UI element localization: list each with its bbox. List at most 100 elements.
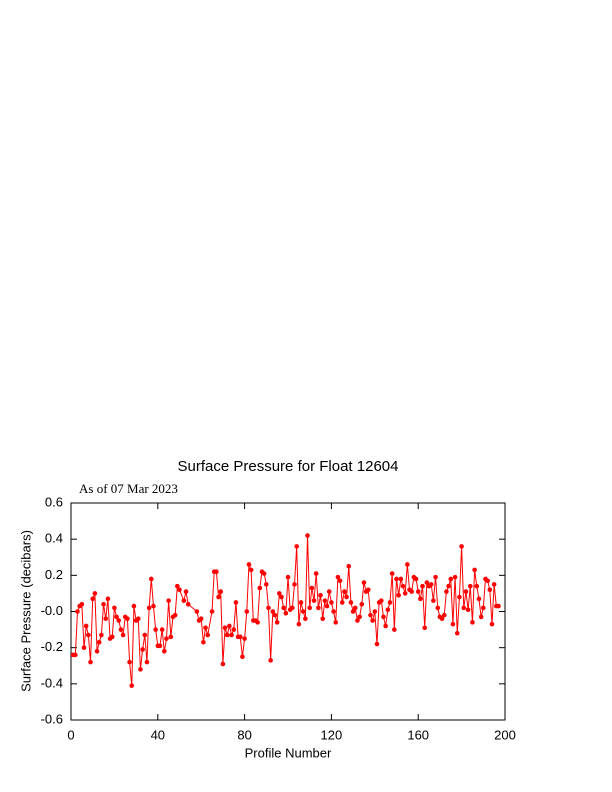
data-point (216, 594, 221, 600)
data-point (313, 571, 319, 576)
data-point (244, 609, 250, 614)
data-point (374, 641, 380, 647)
data-point (242, 636, 247, 641)
data-point (272, 612, 278, 618)
data-point (311, 598, 317, 603)
data-point (268, 658, 273, 663)
data-point (402, 591, 408, 596)
data-point (240, 654, 245, 660)
data-point (227, 623, 232, 629)
y-tick-label: -0.0 (41, 603, 63, 618)
data-point (175, 583, 180, 589)
x-tick-label: 200 (494, 727, 516, 742)
data-point (131, 603, 137, 609)
data-point (233, 600, 239, 605)
data-point (415, 589, 421, 594)
data-point (448, 576, 454, 582)
data-point (300, 609, 306, 614)
data-point (413, 576, 419, 582)
data-point (357, 614, 362, 620)
data-point (346, 563, 352, 569)
data-point (266, 605, 271, 611)
data-point (231, 627, 237, 632)
data-point (474, 583, 480, 589)
data-point (73, 652, 78, 658)
data-point (81, 645, 87, 650)
data-point (422, 625, 428, 631)
data-point (83, 623, 89, 629)
data-point (255, 620, 260, 625)
data-point (129, 683, 135, 688)
y-axis-label: Surface Pressure (decibars) (18, 530, 33, 692)
data-point (283, 611, 289, 616)
data-point (335, 574, 341, 580)
data-point (387, 600, 393, 605)
data-point (214, 569, 219, 575)
data-point (281, 605, 286, 611)
data-point (99, 632, 104, 638)
data-point (441, 612, 447, 618)
data-point (90, 596, 95, 602)
data-point (220, 661, 226, 667)
x-tick-label: 0 (67, 727, 74, 742)
data-point (201, 639, 206, 645)
data-point (324, 603, 330, 609)
data-point (296, 621, 302, 627)
data-point (237, 634, 243, 640)
data-point (381, 614, 386, 620)
data-point (365, 587, 371, 593)
data-point (168, 634, 174, 640)
data-point (446, 583, 451, 589)
y-tick-label: -0.2 (41, 639, 63, 654)
chart-title: Surface Pressure for Float 12604 (178, 458, 399, 475)
data-point (368, 612, 373, 618)
data-point (153, 627, 158, 632)
data-point (457, 594, 462, 600)
data-point (459, 544, 464, 549)
data-point (481, 605, 486, 611)
data-point (224, 632, 230, 638)
data-point (146, 605, 152, 611)
data-point (92, 591, 98, 596)
y-tick-label: 0.2 (45, 567, 63, 582)
data-point (86, 632, 91, 638)
data-point (350, 609, 356, 614)
data-point (465, 607, 471, 612)
data-point (205, 632, 211, 638)
data-point (320, 616, 326, 622)
data-point (470, 620, 475, 625)
y-tick-label: 0.6 (45, 494, 63, 509)
data-point (285, 574, 291, 580)
plot-frame (70, 502, 506, 721)
data-point (118, 627, 124, 632)
data-point (305, 533, 310, 538)
data-point (342, 589, 347, 594)
data-point (274, 620, 280, 625)
data-point (318, 592, 323, 598)
data-point (94, 648, 100, 654)
data-point (326, 589, 332, 594)
data-point (75, 609, 80, 614)
data-point (428, 582, 434, 587)
data-point (420, 583, 425, 589)
data-point (337, 578, 343, 584)
data-point (431, 598, 436, 603)
data-point (127, 659, 132, 665)
data-point (292, 582, 297, 587)
data-point (333, 620, 339, 625)
x-tick-label: 80 (237, 727, 251, 742)
data-point (209, 609, 215, 614)
x-axis-label: Profile Number (245, 745, 332, 760)
data-point (405, 562, 410, 567)
data-point (151, 603, 156, 609)
data-point (359, 601, 365, 607)
data-point (452, 574, 458, 580)
data-point (439, 616, 445, 622)
data-point (183, 589, 189, 594)
data-point (140, 647, 145, 652)
data-point (398, 576, 404, 582)
data-point (229, 632, 234, 638)
data-point (418, 596, 423, 602)
